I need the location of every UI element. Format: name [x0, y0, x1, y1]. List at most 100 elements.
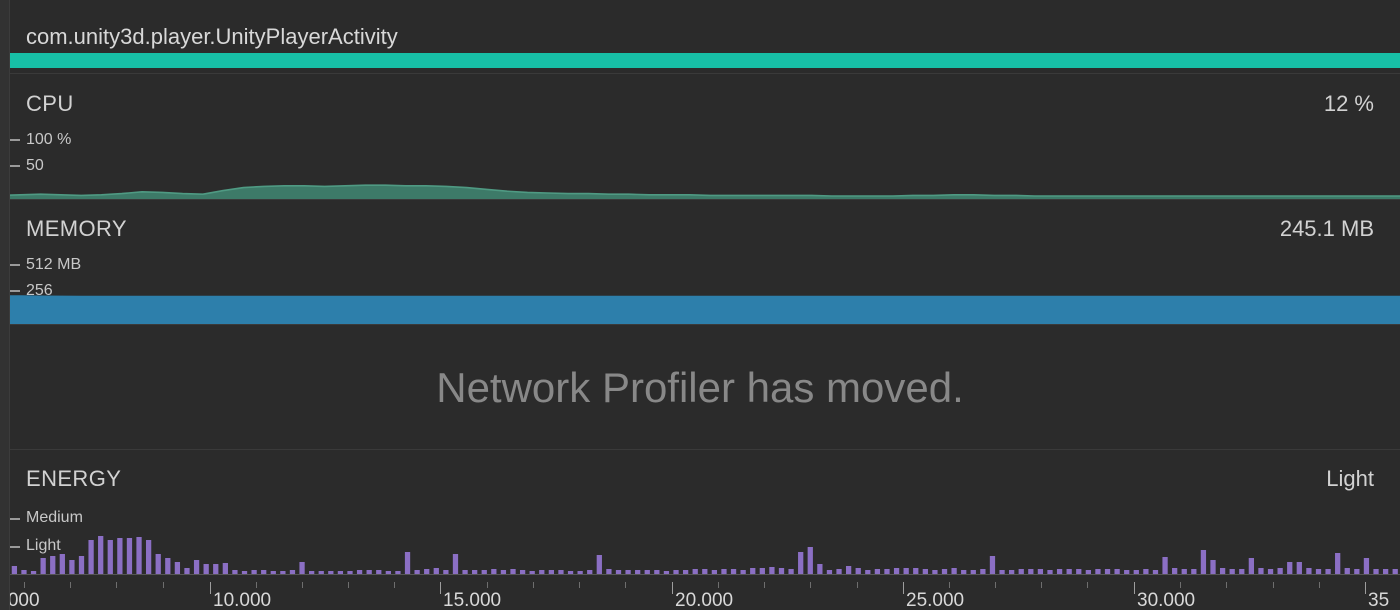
activity-section[interactable]: com.unity3d.player.UnityPlayerActivity [0, 8, 1400, 68]
energy-bar [913, 568, 919, 574]
energy-bar [519, 570, 526, 574]
energy-bar [673, 570, 679, 574]
energy-bar [855, 568, 861, 574]
cpu-tick-100 [8, 139, 20, 141]
energy-bar [424, 569, 430, 574]
energy-bar [328, 571, 334, 574]
energy-bar [414, 570, 420, 574]
activity-lifecycle-bar[interactable] [0, 53, 1400, 68]
energy-bar [213, 564, 219, 574]
energy-bar [500, 570, 507, 574]
cpu-section[interactable]: CPU 12 % 100 % 50 [0, 75, 1400, 200]
energy-bar [1335, 553, 1341, 574]
energy-bar [1037, 569, 1044, 574]
energy-bar [759, 568, 765, 574]
memory-axis-label-256: 256 [26, 282, 53, 299]
memory-tick-256 [8, 290, 20, 292]
time-tick-minor [116, 582, 117, 588]
energy-bar [529, 571, 535, 574]
cpu-axis-label-50: 50 [26, 157, 44, 174]
time-tick-major [672, 582, 673, 594]
energy-bar [778, 568, 785, 574]
energy-bar [951, 568, 957, 574]
energy-bar [1287, 562, 1293, 574]
energy-section[interactable]: ENERGY Light Medium Light [0, 450, 1400, 582]
energy-bar [1152, 570, 1159, 574]
cpu-line [0, 184, 1400, 197]
memory-value: 245.1 MB [1279, 216, 1374, 241]
energy-bar [1018, 569, 1024, 574]
energy-bar [472, 570, 478, 574]
energy-bar [596, 555, 602, 574]
energy-bar [193, 560, 200, 574]
energy-bar [251, 570, 257, 574]
energy-bar [567, 571, 574, 574]
energy-bar [644, 570, 650, 574]
energy-bar [989, 556, 996, 574]
cpu-tick-50 [8, 165, 20, 167]
energy-bar [1267, 569, 1274, 574]
energy-bar [452, 554, 459, 574]
energy-bar [1104, 569, 1111, 574]
time-axis-label: 35 [1368, 590, 1390, 610]
energy-bar [980, 569, 986, 574]
memory-axis-label-512: 512 MB [26, 256, 82, 273]
energy-bar [1306, 568, 1312, 574]
energy-bar [1296, 562, 1302, 574]
energy-bar [1143, 569, 1149, 574]
activity-bar-rect [0, 53, 1400, 68]
time-axis-label: 20.000 [675, 590, 734, 610]
energy-bar [1028, 569, 1034, 574]
gutter-divider [9, 0, 10, 610]
energy-bar [78, 556, 85, 574]
energy-bar [11, 566, 18, 574]
time-tick-minor [579, 582, 580, 588]
time-tick-minor [625, 582, 626, 588]
energy-bar [807, 547, 813, 574]
energy-bar [817, 564, 823, 574]
energy-bar [874, 569, 881, 574]
energy-baseline [0, 574, 1400, 575]
energy-bar [21, 570, 27, 574]
energy-bar [893, 568, 900, 574]
energy-bar [443, 570, 449, 574]
time-tick-minor [1273, 582, 1274, 588]
energy-bar [337, 571, 344, 574]
energy-bar [1392, 569, 1398, 574]
network-moved-message: Network Profiler has moved. [436, 363, 964, 411]
energy-bar [1172, 568, 1178, 574]
energy-bar [510, 569, 516, 574]
energy-bar [663, 571, 670, 574]
energy-bar [136, 537, 142, 574]
energy-bar [50, 556, 56, 574]
time-axis-label: 25.000 [906, 590, 965, 610]
energy-bar [692, 569, 698, 574]
energy-bar [702, 569, 708, 574]
energy-bar [270, 571, 276, 574]
memory-graph[interactable] [0, 200, 1400, 325]
energy-bar [385, 571, 391, 574]
energy-bar [241, 571, 248, 574]
energy-bar [1200, 550, 1207, 574]
energy-bar [1344, 568, 1350, 574]
energy-bar [491, 569, 497, 574]
energy-bar [1382, 569, 1389, 574]
memory-section[interactable]: MEMORY 245.1 MB 512 MB 256 [0, 200, 1400, 325]
energy-bar [750, 568, 756, 574]
energy-bar [922, 569, 928, 574]
energy-bar [165, 558, 171, 574]
divider-app-cpu [0, 73, 1400, 74]
energy-bar [155, 554, 161, 574]
energy-bar [1162, 557, 1168, 574]
energy-axis-label-medium: Medium [26, 509, 83, 526]
energy-bar [587, 570, 593, 574]
energy-bar [1325, 569, 1331, 574]
energy-bar [1114, 569, 1120, 574]
network-section: Network Profiler has moved. [0, 325, 1400, 450]
energy-bar [347, 571, 353, 574]
cpu-graph[interactable] [0, 75, 1400, 200]
energy-graph[interactable] [0, 450, 1400, 582]
energy-bar [884, 569, 890, 574]
memory-tick-512 [8, 264, 20, 266]
